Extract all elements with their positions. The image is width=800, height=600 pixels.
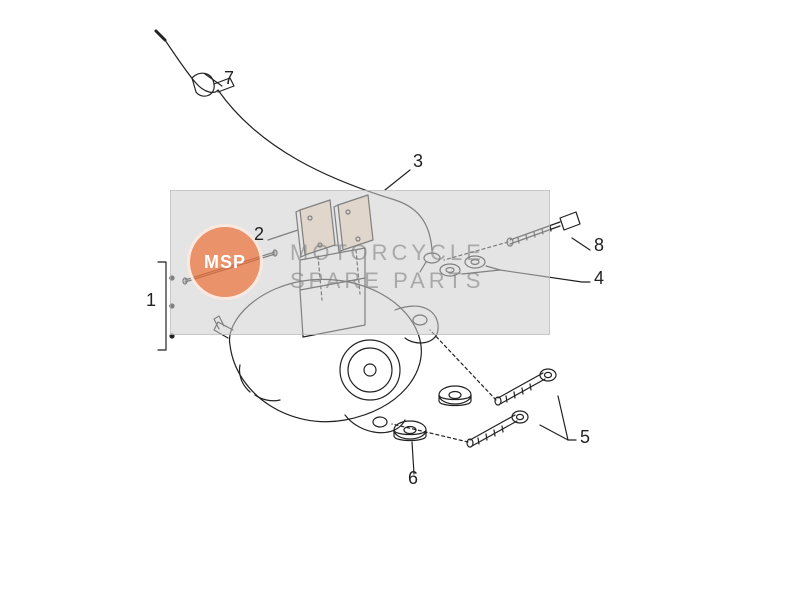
watermark-logo: MSP	[187, 224, 263, 300]
callout-2: 2	[254, 224, 264, 245]
callout-1: 1	[146, 290, 156, 311]
watermark-logo-text: MSP	[204, 252, 246, 273]
callout-4: 4	[594, 268, 604, 289]
callout-6: 6	[408, 468, 418, 489]
callout-8: 8	[594, 235, 604, 256]
callout-5: 5	[580, 427, 590, 448]
callout-7: 7	[224, 68, 234, 89]
watermark-line2: SPARE PARTS	[290, 268, 484, 294]
watermark-line1: MOTORCYCLE	[290, 240, 485, 266]
callout-3: 3	[413, 151, 423, 172]
